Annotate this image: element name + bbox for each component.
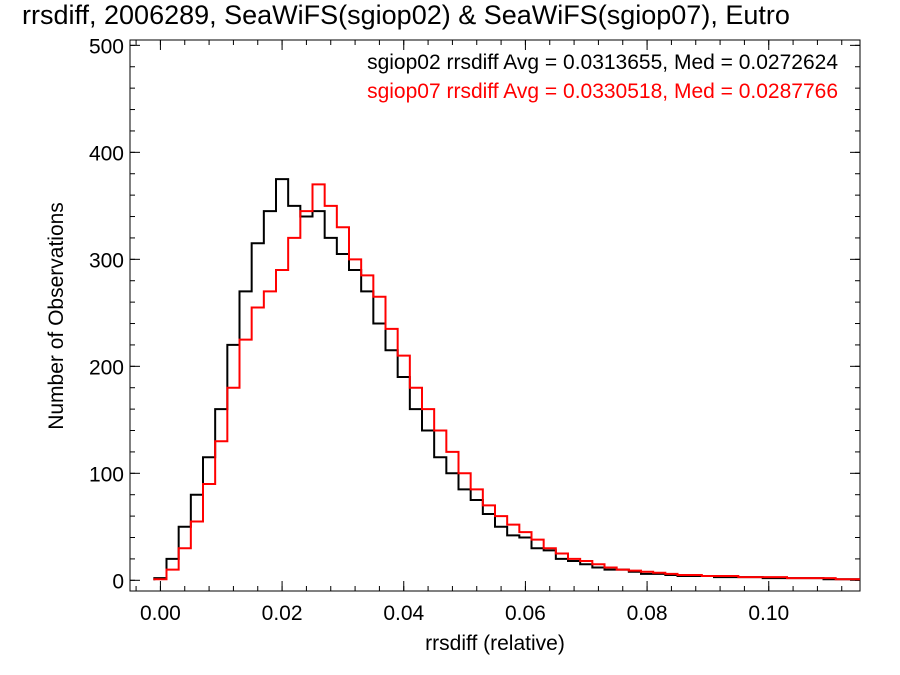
- x-tick-label: 0.00: [140, 602, 181, 625]
- y-tick-label: 0: [112, 570, 124, 593]
- x-axis-label: rrsdiff (relative): [425, 632, 565, 655]
- legend-entry-sgiop02: sgiop02 rrsdiff Avg = 0.0313655, Med = 0…: [367, 51, 838, 74]
- y-tick-label: 200: [89, 356, 124, 379]
- chart-title: rrsdiff, 2006289, SeaWiFS(sgiop02) & Sea…: [22, 0, 790, 30]
- legend-entry-sgiop07: sgiop07 rrsdiff Avg = 0.0330518, Med = 0…: [367, 80, 838, 103]
- plot-frame: [129, 39, 861, 592]
- y-tick-label: 500: [89, 35, 124, 58]
- x-tick-label: 0.08: [627, 602, 668, 625]
- y-axis-label: Number of Observations: [45, 202, 68, 430]
- axis-ticks: 0.00 0.02 0.04 0.06 0.08 0.10 0 100 200 300 400 500: [89, 35, 860, 625]
- series-sgiop07-histogram: [153, 183, 860, 581]
- x-tick-label: 0.04: [383, 602, 424, 625]
- x-tick-label: 0.06: [505, 602, 546, 625]
- y-tick-label: 300: [89, 249, 124, 272]
- x-tick-label: 0.10: [748, 602, 789, 625]
- x-tick-label: 0.02: [262, 602, 303, 625]
- y-tick-label: 400: [89, 142, 124, 165]
- y-tick-label: 100: [89, 463, 124, 486]
- series-sgiop02-histogram: [153, 178, 860, 581]
- series-layer: [153, 178, 860, 581]
